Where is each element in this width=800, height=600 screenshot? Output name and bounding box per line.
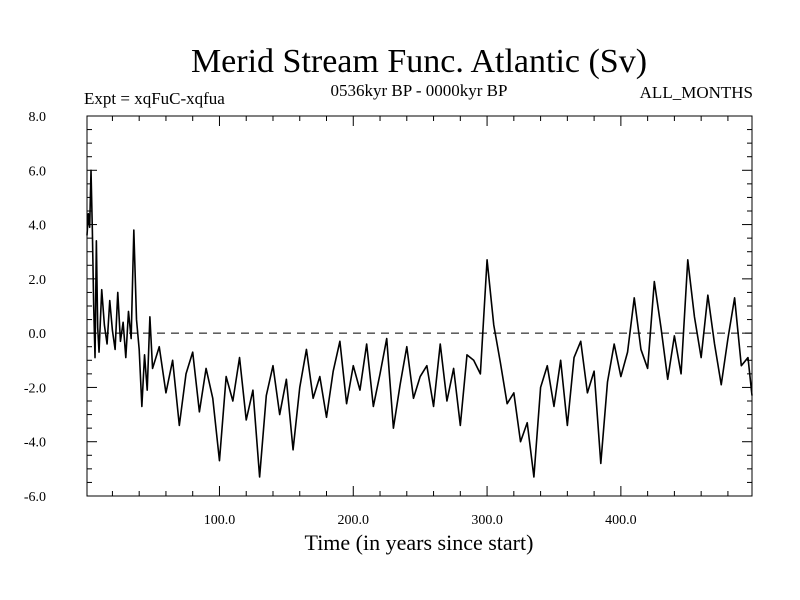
x-tick-label: 300.0 bbox=[471, 513, 503, 528]
y-tick-label: 0.0 bbox=[29, 327, 47, 342]
y-tick-label: 8.0 bbox=[29, 110, 47, 125]
series-group bbox=[86, 169, 753, 478]
x-tick-label: 400.0 bbox=[605, 513, 637, 528]
y-tick-label: 6.0 bbox=[29, 164, 47, 179]
y-tick-label: -6.0 bbox=[24, 490, 46, 505]
y-tick-label: 2.0 bbox=[29, 273, 47, 288]
y-tick-label: -4.0 bbox=[24, 436, 46, 451]
months-label: ALL_MONTHS bbox=[640, 83, 753, 102]
axis-ticks-group: -6.0 -4.0 -2.0 0.0 2.0 4.0 6.0 8.0 100.0 200.0 300… bbox=[24, 110, 752, 528]
time-range-label: 0536kyr BP - 0000kyr BP bbox=[331, 81, 508, 100]
chart-title: Merid Stream Func. Atlantic (Sv) bbox=[191, 43, 647, 80]
y-tick-label: 4.0 bbox=[29, 219, 47, 234]
x-tick-label: 100.0 bbox=[204, 513, 236, 528]
y-tick-label: -2.0 bbox=[24, 381, 46, 396]
series-line-0 bbox=[86, 169, 753, 478]
plot-area-frame bbox=[86, 115, 753, 497]
x-tick-label: 200.0 bbox=[338, 513, 370, 528]
x-axis-label: Time (in years since start) bbox=[305, 530, 534, 555]
experiment-label: Expt = xqFuC-xqfua bbox=[84, 89, 225, 108]
